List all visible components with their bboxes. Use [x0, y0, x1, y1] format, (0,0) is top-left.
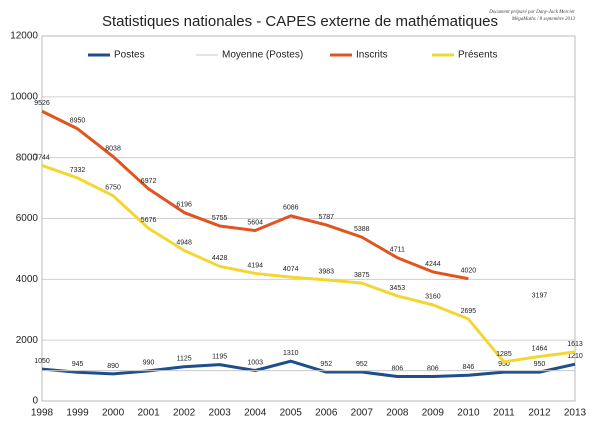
x-tick-label: 2009	[422, 408, 445, 419]
data-label: 5676	[141, 217, 157, 224]
x-tick-label: 2010	[457, 408, 480, 419]
data-label: 7332	[70, 167, 86, 174]
data-label: 3453	[390, 285, 406, 292]
series-line	[41, 109, 469, 281]
data-label: 952	[356, 361, 368, 368]
data-label: 1310	[283, 350, 299, 357]
data-label: 5388	[354, 226, 370, 233]
x-tick-label: 1998	[31, 408, 54, 419]
data-label: 4711	[390, 247, 405, 254]
data-label: 8950	[70, 118, 86, 125]
x-tick-label: 2001	[137, 408, 160, 419]
data-label: 4244	[425, 261, 441, 268]
series-line	[41, 359, 576, 378]
data-label: 1050	[34, 358, 50, 365]
data-label: 4948	[176, 239, 192, 246]
data-label: 4074	[283, 266, 299, 273]
data-label: 1464	[532, 345, 548, 352]
legend-label: Présents	[458, 50, 497, 61]
y-tick-label: 0	[32, 396, 38, 407]
data-label: 5755	[212, 215, 228, 222]
data-label: 3875	[354, 272, 370, 279]
data-label: 950	[498, 361, 510, 368]
x-tick-label: 2012	[528, 408, 551, 419]
data-label: 4020	[461, 268, 477, 275]
data-label: 3983	[318, 269, 334, 276]
data-label: 890	[107, 363, 119, 370]
legend-label: Postes	[114, 50, 145, 61]
legend-label: Inscrits	[356, 50, 388, 61]
data-label: 950	[534, 361, 546, 368]
x-tick-label: 1999	[66, 408, 89, 419]
x-tick-label: 2006	[315, 408, 338, 419]
y-tick-label: 8000	[16, 152, 39, 163]
x-tick-label: 2013	[564, 408, 587, 419]
data-label: 3160	[425, 294, 441, 301]
data-label: 1125	[177, 356, 192, 363]
data-label: 945	[72, 361, 84, 368]
x-tick-label: 2008	[386, 408, 409, 419]
legend-label: Moyenne (Postes)	[222, 50, 303, 61]
data-label: 4428	[212, 255, 228, 262]
x-tick-label: 2007	[351, 408, 374, 419]
data-label: 8038	[105, 145, 121, 152]
source-note: Document préparé par Dany-Jack Mercier	[488, 10, 575, 15]
data-label: 7744	[34, 154, 50, 161]
data-label: 846	[463, 364, 475, 371]
x-tick-label: 2000	[102, 408, 125, 419]
data-label: 6750	[105, 185, 121, 192]
y-tick-label: 10000	[10, 91, 38, 102]
x-tick-label: 2002	[173, 408, 196, 419]
data-label: 4194	[247, 262, 263, 269]
data-label: 1003	[247, 359, 263, 366]
data-label: 5787	[318, 214, 334, 221]
chart-title: Statistiques nationales - CAPES externe …	[102, 13, 498, 30]
y-tick-label: 6000	[16, 213, 39, 224]
x-tick-label: 2004	[244, 408, 267, 419]
data-label: 806	[427, 365, 439, 372]
data-label: 6196	[176, 201, 192, 208]
data-label: 1613	[567, 341, 583, 348]
y-tick-label: 2000	[16, 335, 39, 346]
data-label: 3197	[532, 293, 548, 300]
y-tick-label: 12000	[10, 31, 38, 42]
data-label: 1210	[567, 353, 583, 360]
plot-border	[41, 35, 576, 402]
data-label: 806	[391, 365, 403, 372]
series-line	[41, 164, 576, 364]
data-label: 990	[143, 360, 155, 367]
data-label: 9526	[34, 100, 50, 107]
data-label: 1285	[496, 351, 512, 358]
data-label: 5604	[247, 219, 263, 226]
y-tick-label: 4000	[16, 274, 39, 285]
x-tick-label: 2003	[209, 408, 232, 419]
source-note: MégaMaths / 8 septembre 2013	[511, 17, 576, 22]
x-tick-label: 2011	[493, 408, 515, 419]
data-label: 6086	[283, 205, 299, 212]
x-tick-label: 2005	[280, 408, 303, 419]
data-label: 1195	[212, 353, 227, 360]
data-label: 952	[320, 361, 332, 368]
data-label: 6972	[141, 178, 157, 185]
data-label: 2695	[461, 308, 477, 315]
